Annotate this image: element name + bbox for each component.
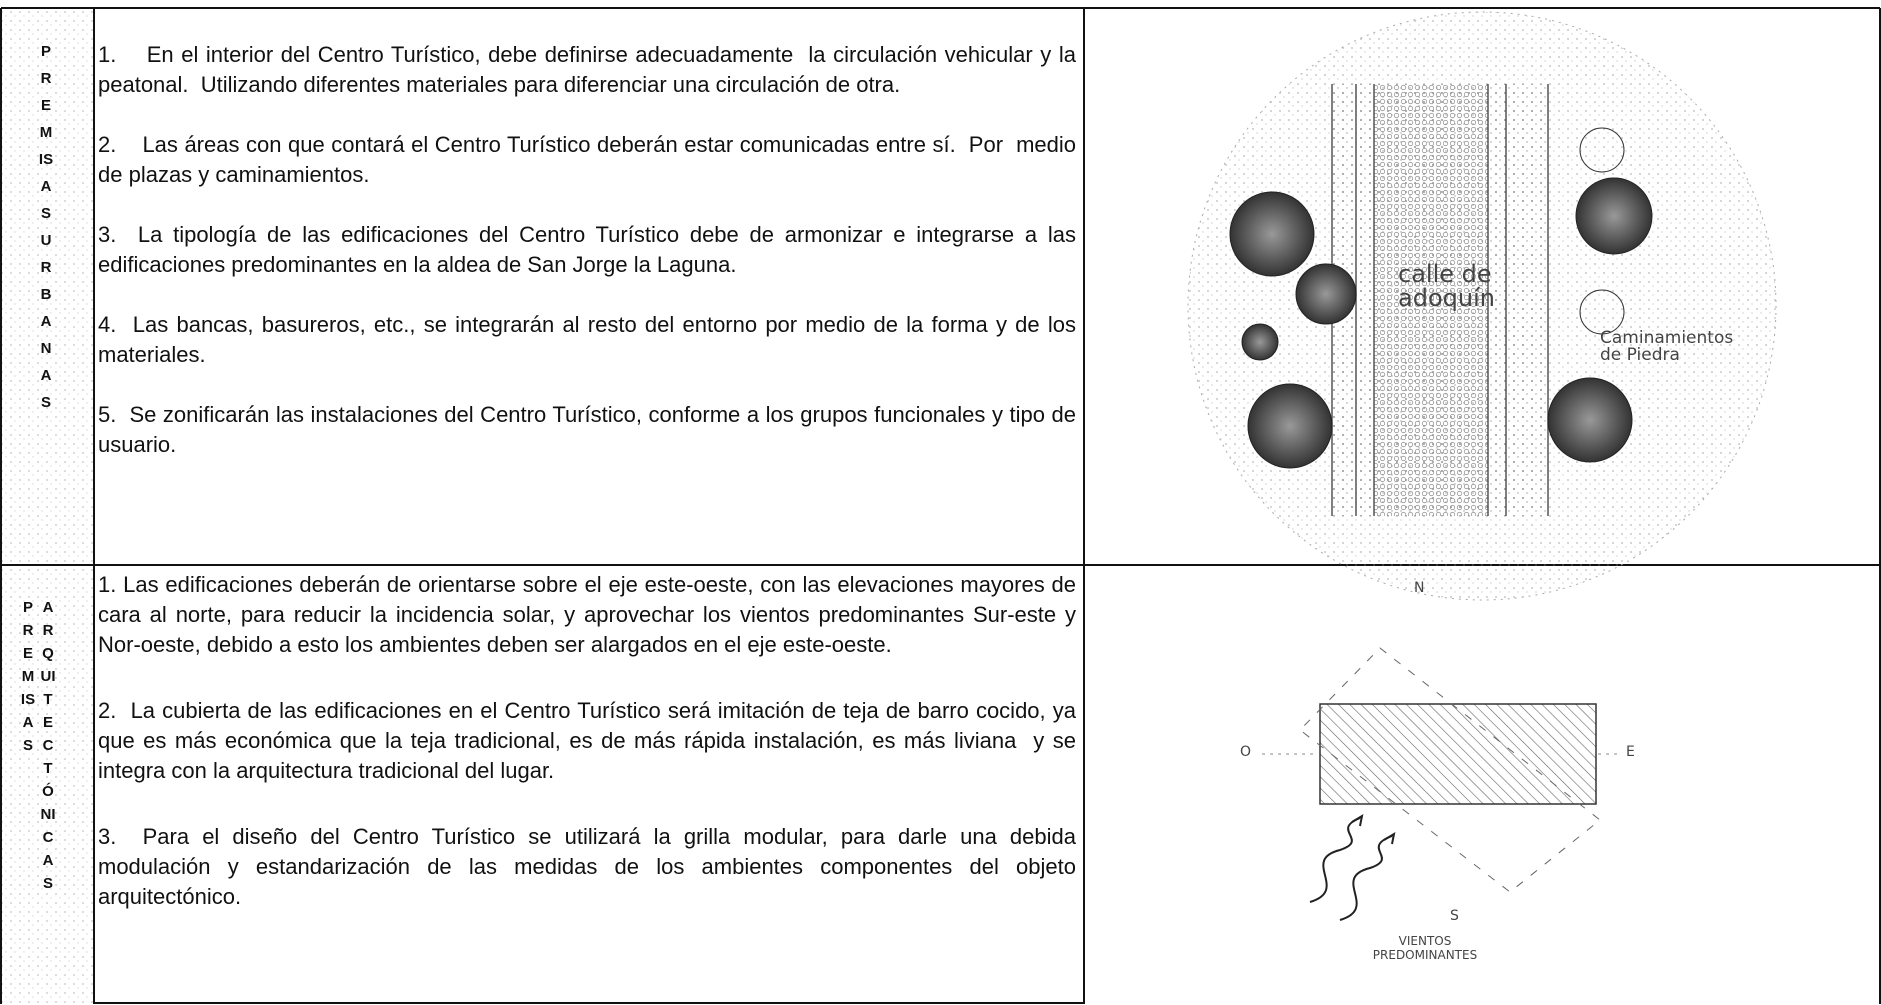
compass-label: E (1626, 744, 1635, 760)
section-label: PREMISAS URBANAS (38, 43, 54, 411)
compass-label: O (1240, 744, 1252, 760)
premises-list: 1. En el interior del Centro Turístico, … (98, 40, 1076, 460)
premise: 2. La cubierta de las edificaciones en e… (98, 698, 1083, 783)
compass-label: N (1414, 580, 1425, 596)
premise: 1. En el interior del Centro Turístico, … (98, 42, 1083, 97)
section-label: ARQUITECTÓNICAS (40, 599, 56, 892)
premises-list: 1. Las edificaciones deberán de orientar… (98, 570, 1076, 912)
sketch-label: Caminamientos de Piedra (1600, 328, 1734, 365)
compass-label: S (1450, 908, 1459, 924)
section-label: PREMISAS (20, 599, 36, 754)
premise: 4. Las bancas, basureros, etc., se integ… (98, 312, 1083, 367)
premise: 5. Se zonificarán las instalaciones del … (98, 402, 1083, 457)
premise: 3. Para el diseño del Centro Turístico s… (98, 824, 1083, 909)
premise: 3. La tipología de las edificaciones del… (98, 222, 1083, 277)
sketch-label: calle de adoquín (1398, 260, 1495, 312)
premise: 2. Las áreas con que contará el Centro T… (98, 132, 1083, 187)
premise: 1. Las edificaciones deberán de orientar… (98, 572, 1083, 657)
diagram-label: VIENTOS PREDOMINANTES (1372, 934, 1478, 962)
